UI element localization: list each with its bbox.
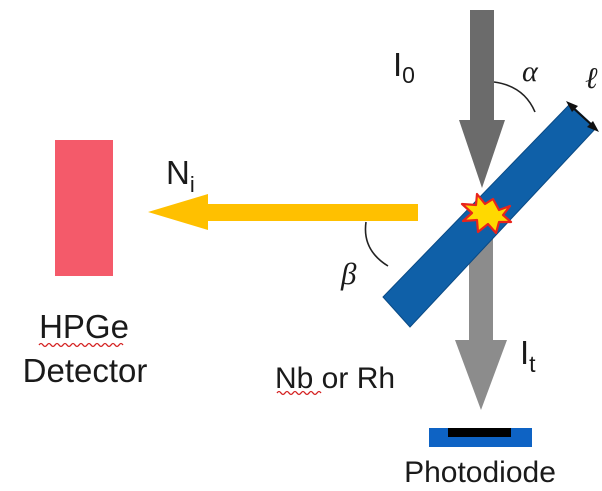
detector-label-line1: HPGe [39,308,129,345]
incident-beam-arrow [459,10,505,188]
beta-angle-arc [365,222,388,266]
fluorescence-emission-arrow [148,194,418,230]
thickness-label: ℓ [585,62,598,95]
transmitted-intensity-label: It [520,334,536,377]
hpge-detector-block [55,140,113,276]
incident-intensity-label: I0 [393,46,415,88]
photodiode-label: Photodiode [404,456,556,489]
sample-material-label: Nb or Rh [275,362,395,395]
alpha-angle-label: α [522,55,539,88]
emission-counts-label: Ni [166,154,195,197]
beta-angle-label: β [340,256,357,291]
detector-label-line2: Detector [23,352,148,389]
photodiode-sensor [448,428,511,437]
